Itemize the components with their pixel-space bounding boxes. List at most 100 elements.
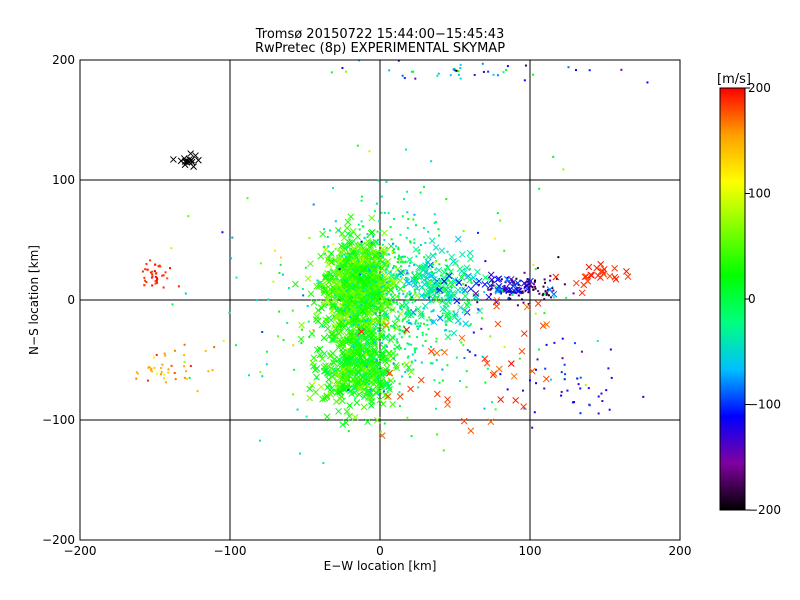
data-point-cross — [318, 355, 326, 363]
data-point-cross — [430, 318, 438, 326]
data-point-dot — [406, 306, 409, 309]
data-point-dot — [337, 287, 340, 290]
data-point-dot — [282, 339, 285, 342]
data-point-cross — [343, 383, 351, 391]
data-point-dot — [407, 319, 410, 322]
data-point-cross — [440, 269, 448, 276]
data-point-dot — [383, 301, 386, 304]
data-point-dot — [379, 254, 382, 257]
data-point-dot — [435, 337, 438, 340]
data-point-dot — [436, 288, 439, 291]
data-point-dot — [432, 308, 435, 311]
data-point-dot — [375, 296, 378, 299]
data-point-dot — [526, 278, 529, 281]
data-point-dot — [298, 452, 301, 455]
data-point-dot — [261, 331, 264, 334]
data-point-dot — [188, 376, 191, 379]
data-point-dot — [400, 305, 403, 308]
data-point-cross — [313, 283, 321, 290]
data-point-dot — [374, 292, 377, 295]
data-point-dot — [465, 370, 468, 373]
data-point-dot — [373, 279, 376, 282]
data-point-dot — [551, 287, 554, 290]
data-point-dot — [337, 229, 340, 232]
data-point-cross — [470, 274, 477, 282]
data-point-dot — [436, 74, 439, 77]
data-point-dot — [184, 292, 187, 295]
data-point-dot — [358, 228, 361, 231]
data-point-dot — [403, 198, 406, 201]
data-point-dot — [151, 273, 154, 276]
data-point-dot — [334, 220, 337, 223]
data-point-dot — [406, 292, 409, 295]
data-point-dot — [326, 236, 329, 239]
data-point-cross — [358, 296, 366, 303]
data-point-dot — [343, 319, 346, 322]
data-point-dot — [379, 318, 382, 321]
data-point-dot — [414, 224, 417, 227]
data-point-dot — [398, 391, 401, 394]
data-point-cross — [436, 286, 444, 294]
data-point-dot — [377, 368, 380, 371]
y-axis-ticks: −200 −100 0 100 200 — [42, 53, 86, 547]
data-point-dot — [476, 301, 479, 304]
chart-title: Tromsø 20150722 15:44:00−15:45:43 — [255, 27, 505, 42]
data-point-dot — [207, 370, 210, 373]
data-point-dot — [366, 317, 369, 320]
data-point-dot — [164, 354, 167, 357]
data-point-cross — [310, 354, 318, 362]
data-point-dot — [352, 288, 355, 291]
data-point-dot — [364, 328, 367, 331]
data-point-dot — [511, 294, 514, 297]
data-point-dot — [378, 220, 381, 223]
data-point-dot — [408, 322, 411, 325]
data-point-dot — [152, 356, 155, 359]
data-point-dot — [167, 368, 170, 371]
data-point-dot — [388, 303, 391, 306]
data-point-dot — [410, 360, 413, 363]
data-point-dot — [454, 69, 457, 72]
data-point-cross — [328, 384, 335, 392]
data-point-cross — [397, 285, 404, 293]
data-point-dot — [292, 344, 295, 347]
colorbar-tick-label: 0 — [748, 292, 756, 306]
data-point-dot — [555, 277, 558, 280]
data-point-dot — [392, 324, 395, 327]
y-tick-label: 0 — [67, 293, 75, 307]
data-point-dot — [420, 361, 423, 364]
data-point-dot — [386, 380, 389, 383]
data-point-dot — [369, 287, 372, 290]
data-point-cross — [467, 427, 475, 435]
data-point-dot — [381, 260, 384, 263]
data-point-dot — [149, 271, 152, 274]
data-point-dot — [398, 332, 401, 335]
data-point-dot — [517, 283, 520, 286]
data-points — [135, 59, 649, 465]
data-point-dot — [434, 268, 437, 271]
data-point-dot — [349, 296, 352, 299]
data-point-dot — [356, 259, 359, 262]
data-point-dot — [378, 260, 381, 263]
data-point-dot — [607, 367, 610, 370]
data-point-dot — [534, 312, 537, 315]
data-point-dot — [293, 368, 296, 371]
data-point-dot — [396, 353, 399, 356]
data-point-dot — [504, 281, 507, 284]
data-point-cross — [350, 334, 358, 342]
data-point-dot — [399, 307, 402, 310]
data-point-dot — [349, 316, 352, 319]
data-point-dot — [189, 365, 192, 368]
data-point-cross — [367, 229, 375, 237]
data-point-dot — [529, 282, 532, 285]
data-point-dot — [394, 284, 397, 287]
data-point-dot — [401, 318, 404, 321]
data-point-cross — [543, 321, 551, 328]
data-point-dot — [162, 274, 165, 277]
data-point-dot — [259, 370, 262, 373]
data-point-dot — [502, 71, 505, 74]
data-point-dot — [520, 291, 523, 294]
data-point-dot — [353, 347, 356, 350]
data-point-dot — [246, 197, 249, 200]
data-point-dot — [358, 305, 361, 308]
data-point-cross — [507, 360, 515, 367]
